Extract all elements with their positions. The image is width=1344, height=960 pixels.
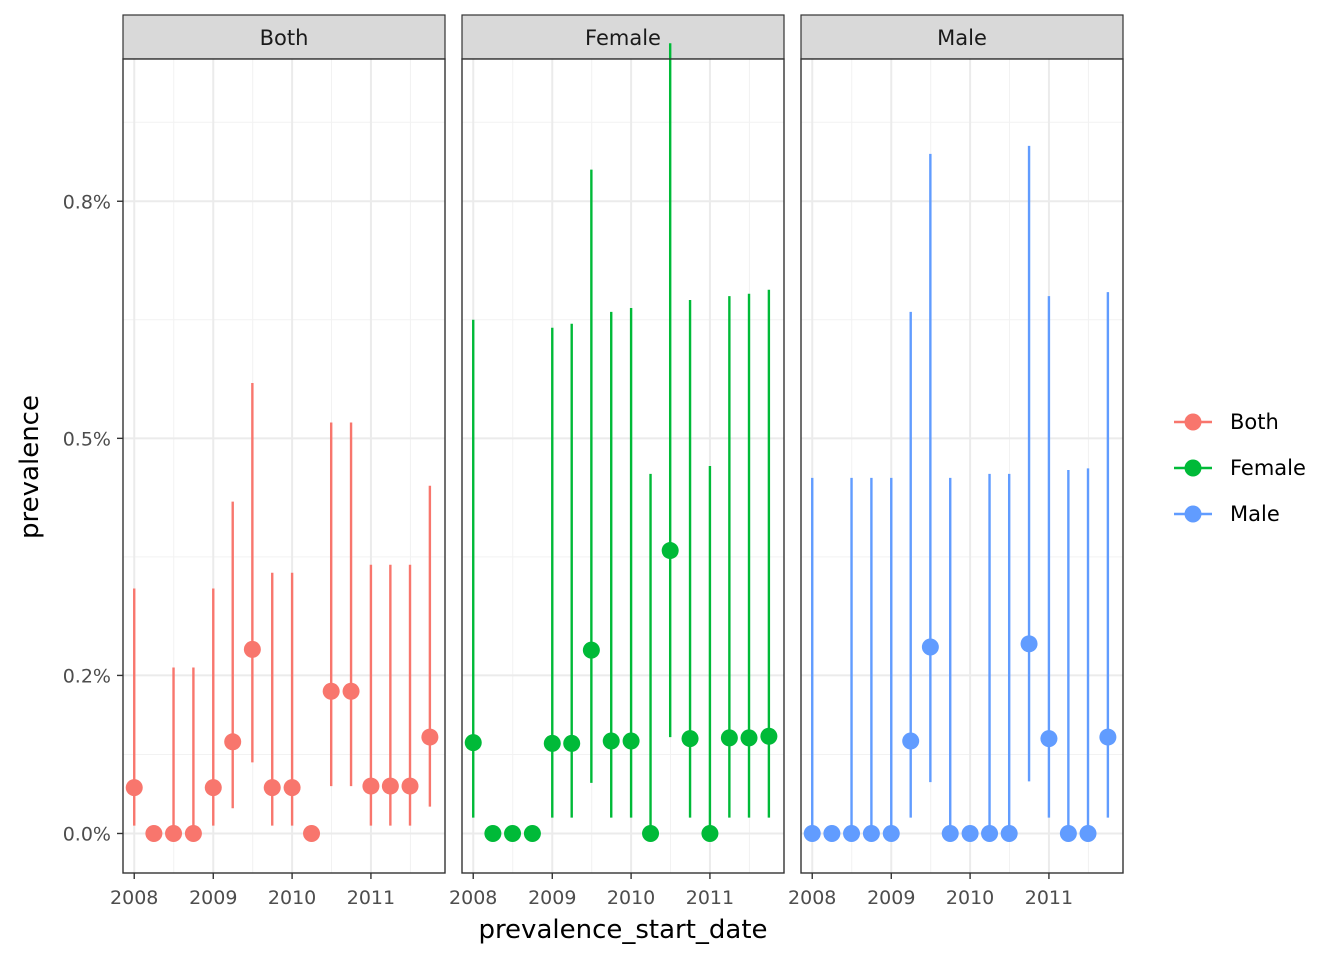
data-point bbox=[981, 824, 999, 842]
x-tick-label: 2010 bbox=[946, 887, 994, 909]
data-point bbox=[563, 734, 581, 752]
y-axis: 0.0% 0.2% 0.5% 0.8% bbox=[63, 191, 123, 845]
data-point bbox=[760, 727, 778, 745]
data-point bbox=[283, 779, 301, 797]
data-point bbox=[843, 824, 861, 842]
data-point bbox=[602, 732, 620, 750]
legend-key-female bbox=[1184, 459, 1202, 477]
data-point bbox=[902, 732, 920, 750]
data-point bbox=[1000, 824, 1018, 842]
strip-label: Both bbox=[260, 26, 309, 50]
panel-background bbox=[462, 59, 784, 873]
y-tick-label: 0.0% bbox=[63, 823, 111, 845]
data-point bbox=[125, 779, 143, 797]
panel-female: Female 2008 2009 2010 2011 bbox=[449, 14, 785, 909]
x-tick-label: 2011 bbox=[686, 887, 734, 909]
strip-background bbox=[800, 14, 1124, 60]
x-tick-label: 2009 bbox=[189, 887, 237, 909]
legend-label-male: Male bbox=[1230, 502, 1280, 526]
x-tick-label: 2009 bbox=[528, 887, 576, 909]
x-tick-label: 2008 bbox=[110, 887, 158, 909]
x-tick-label: 2010 bbox=[268, 887, 316, 909]
data-point bbox=[543, 734, 561, 752]
data-point bbox=[243, 640, 261, 658]
data-point bbox=[1040, 730, 1058, 748]
data-point bbox=[1059, 824, 1077, 842]
y-tick-label: 0.5% bbox=[63, 428, 111, 450]
data-point bbox=[740, 729, 758, 747]
data-point bbox=[184, 824, 202, 842]
data-point bbox=[1020, 635, 1038, 653]
data-point bbox=[642, 824, 660, 842]
x-tick-label: 2011 bbox=[347, 887, 395, 909]
data-point bbox=[681, 730, 699, 748]
x-axis-label: prevalence_start_date bbox=[478, 915, 767, 945]
legend-label-both: Both bbox=[1230, 410, 1279, 434]
data-point bbox=[523, 824, 541, 842]
panel-background bbox=[801, 59, 1123, 873]
x-tick-label: 2011 bbox=[1025, 887, 1073, 909]
y-axis-label: prevalence bbox=[15, 395, 45, 539]
panel-male: Male 2008 2009 2010 2011 bbox=[788, 14, 1124, 909]
data-point bbox=[342, 682, 360, 700]
x-tick-label: 2010 bbox=[607, 887, 655, 909]
data-point bbox=[582, 641, 600, 659]
data-point bbox=[165, 824, 183, 842]
legend-label-female: Female bbox=[1230, 456, 1306, 480]
data-point bbox=[421, 728, 439, 746]
data-point bbox=[803, 824, 821, 842]
x-tick-label: 2009 bbox=[867, 887, 915, 909]
panel-border bbox=[800, 58, 1124, 874]
legend-key-male bbox=[1184, 505, 1202, 523]
x-tick-label: 2008 bbox=[788, 887, 836, 909]
data-point bbox=[622, 732, 640, 750]
strip-label: Male bbox=[937, 26, 987, 50]
strip-background bbox=[122, 14, 446, 60]
data-point bbox=[882, 824, 900, 842]
strip-label: Female bbox=[585, 26, 661, 50]
data-point bbox=[504, 824, 522, 842]
y-tick-label: 0.8% bbox=[63, 191, 111, 213]
data-point bbox=[484, 824, 502, 842]
data-point bbox=[224, 733, 242, 751]
strip-background bbox=[461, 14, 785, 60]
panel-both: Both 2008 2009 2010 2011 bbox=[110, 14, 446, 909]
data-point bbox=[322, 682, 340, 700]
data-point bbox=[381, 777, 399, 795]
data-point bbox=[701, 824, 719, 842]
data-point bbox=[961, 824, 979, 842]
data-point bbox=[823, 824, 841, 842]
data-point bbox=[941, 824, 959, 842]
panel-background bbox=[123, 59, 445, 873]
data-point bbox=[661, 542, 679, 560]
data-point bbox=[263, 779, 281, 797]
panels-layer: Both 2008 2009 2010 2011 Female 2008 2009 2010 20… bbox=[110, 14, 1124, 909]
data-point bbox=[464, 734, 482, 752]
data-point bbox=[204, 779, 222, 797]
data-point bbox=[145, 824, 163, 842]
data-point bbox=[862, 824, 880, 842]
data-point bbox=[401, 777, 419, 795]
data-point bbox=[303, 824, 321, 842]
data-point bbox=[1079, 824, 1097, 842]
data-point bbox=[921, 638, 939, 656]
x-tick-label: 2008 bbox=[449, 887, 497, 909]
data-point bbox=[720, 729, 738, 747]
legend-key-both bbox=[1184, 413, 1202, 431]
data-point bbox=[1099, 728, 1117, 746]
panel-border bbox=[461, 58, 785, 874]
legend: Both Female Male bbox=[1174, 410, 1306, 526]
data-point bbox=[362, 777, 380, 795]
panel-border bbox=[122, 58, 446, 874]
y-tick-label: 0.2% bbox=[63, 665, 111, 687]
